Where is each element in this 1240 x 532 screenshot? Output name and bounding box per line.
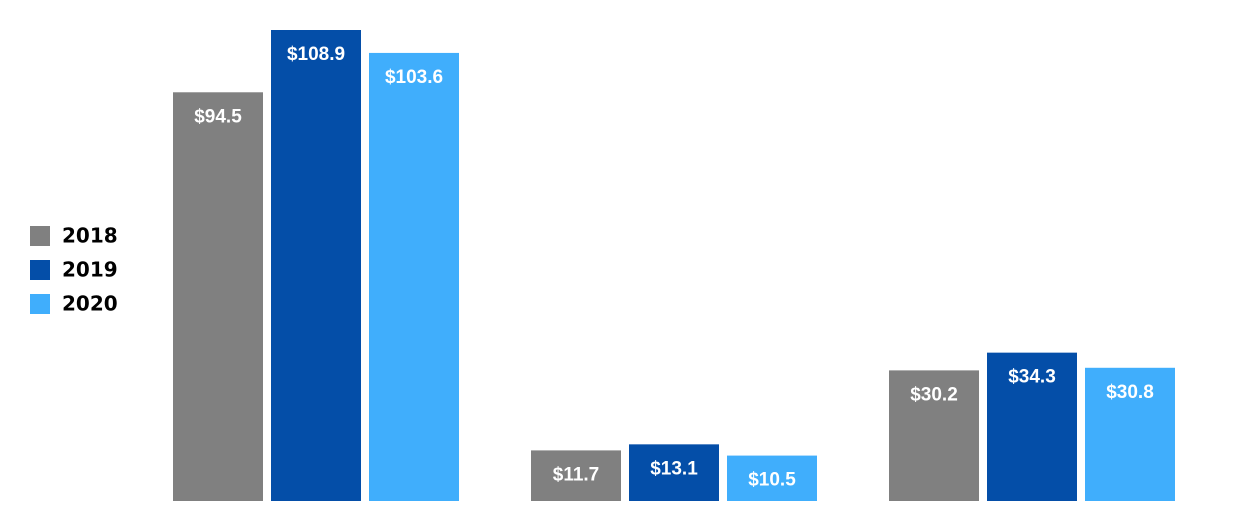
- bar: [727, 455, 817, 501]
- value-label: $30.8: [1106, 382, 1154, 403]
- value-label: $94.5: [194, 106, 242, 127]
- bar: [1085, 367, 1175, 501]
- value-label: $103.6: [385, 67, 443, 88]
- bar: [889, 370, 979, 501]
- value-label: $11.7: [553, 464, 600, 485]
- bar: [531, 450, 621, 501]
- value-label: $13.1: [650, 458, 698, 479]
- legend-label: 2019: [62, 258, 118, 282]
- legend-label: 2018: [62, 224, 118, 248]
- legend-swatch: [30, 226, 50, 246]
- legend-swatch: [30, 260, 50, 280]
- value-label: $10.5: [748, 470, 796, 491]
- value-label: $30.2: [910, 384, 958, 405]
- value-label: $108.9: [287, 44, 345, 65]
- bar: [369, 52, 459, 502]
- legend-swatch: [30, 294, 50, 314]
- bar: [987, 352, 1077, 501]
- legend-label: 2020: [62, 292, 118, 316]
- bar: [629, 444, 719, 501]
- bar: [271, 30, 361, 501]
- bar: [173, 92, 263, 501]
- value-label: $34.3: [1008, 367, 1056, 388]
